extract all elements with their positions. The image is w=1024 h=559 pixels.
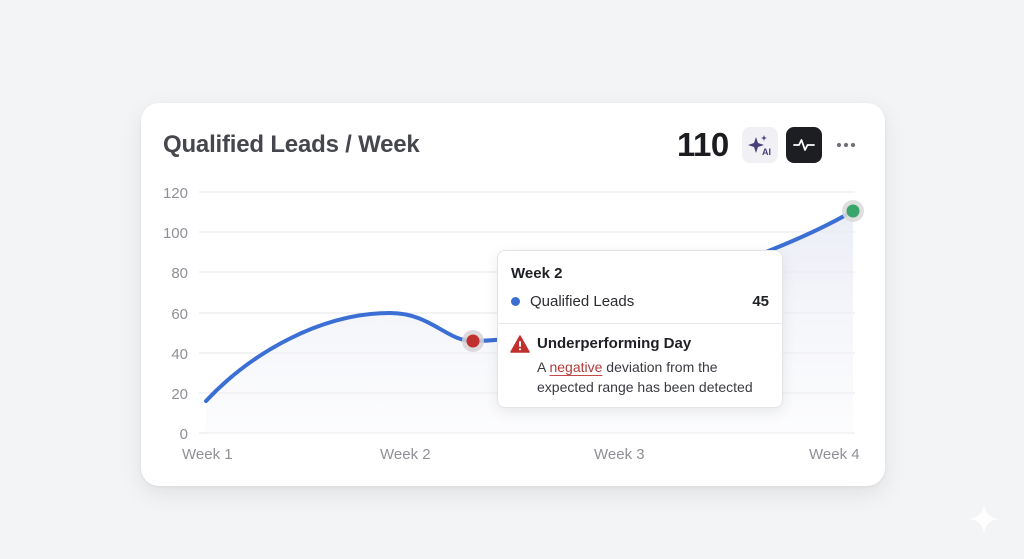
card-title: Qualified Leads / Week	[163, 131, 420, 158]
svg-text:0: 0	[180, 426, 188, 443]
tooltip-divider	[498, 323, 782, 324]
anomaly-point-week-2[interactable]	[462, 330, 484, 352]
svg-text:80: 80	[171, 265, 188, 282]
svg-text:20: 20	[171, 386, 188, 403]
y-axis-ticks: 120 100 80 60 40 20 0	[163, 185, 188, 443]
kpi-value: 110	[677, 126, 729, 163]
warning-triangle-icon	[510, 335, 530, 353]
svg-text:Week 3: Week 3	[594, 446, 645, 463]
chart-card: Qualified Leads / Week 110 AI	[141, 103, 885, 486]
alert-body-suffix: deviation from the expected range has be…	[537, 359, 753, 395]
x-axis-ticks: Week 1 Week 2 Week 3 Week 4	[182, 446, 860, 463]
alert-highlight-word: negative	[549, 359, 603, 375]
alert-title: Underperforming Day	[537, 335, 692, 352]
more-horizontal-icon	[836, 142, 856, 148]
tooltip-series-value: 45	[752, 293, 769, 310]
svg-text:Week 1: Week 1	[182, 446, 233, 463]
svg-text:Week 2: Week 2	[380, 446, 431, 463]
alert-body-prefix: A	[537, 359, 550, 375]
tooltip-series-row: Qualified Leads 45	[511, 293, 769, 310]
tooltip-header: Week 2	[511, 265, 563, 282]
activity-pulse-button[interactable]	[786, 127, 822, 163]
data-tooltip: Week 2 Qualified Leads 45 Underperformin…	[497, 250, 783, 408]
pulse-icon	[793, 139, 815, 151]
svg-text:AI: AI	[762, 147, 771, 157]
series-color-dot	[511, 297, 520, 306]
latest-point-week-4[interactable]	[842, 200, 864, 222]
svg-text:40: 40	[171, 346, 188, 363]
svg-text:100: 100	[163, 225, 188, 242]
sparkle-watermark-icon	[969, 504, 999, 534]
svg-text:Week 4: Week 4	[809, 446, 860, 463]
more-options-button[interactable]	[831, 127, 861, 163]
ai-sparkle-icon: AI	[748, 135, 771, 157]
tooltip-series-label: Qualified Leads	[530, 293, 635, 310]
svg-text:120: 120	[163, 185, 188, 202]
alert-body: A negative deviation from the expected r…	[537, 357, 777, 397]
ai-insights-button[interactable]: AI	[742, 127, 778, 163]
svg-text:60: 60	[171, 306, 188, 323]
